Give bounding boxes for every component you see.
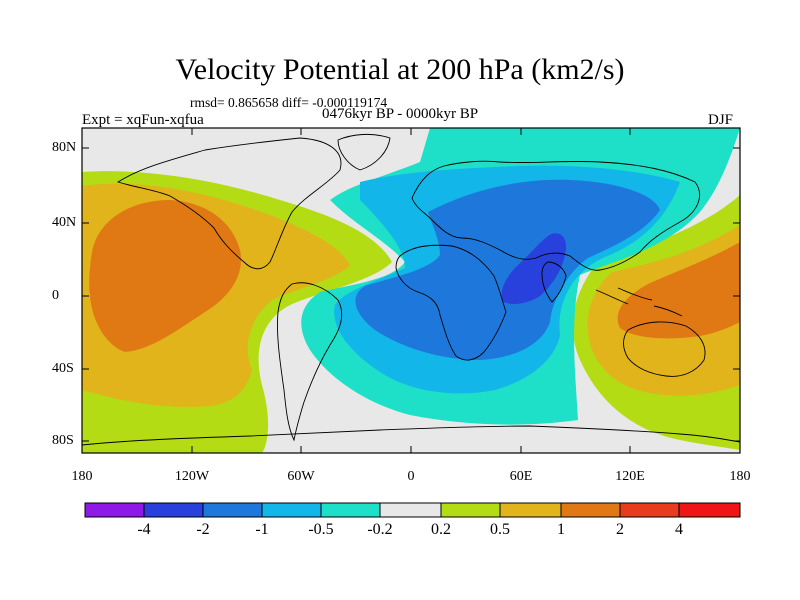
lon-label-0: 0 (407, 469, 415, 484)
stats-text: rmsd= 0.865658 diff= -0.000119174 (190, 95, 388, 110)
coast-europe-asia (411, 160, 700, 271)
colorbar-box-9 (619, 502, 680, 518)
field-negative-2 (501, 233, 566, 304)
map-field (82, 128, 740, 453)
lon-label-60e: 60E (509, 469, 533, 484)
colorbar-label-2: -1 (255, 521, 269, 538)
colorbar-label-7: 1 (557, 521, 565, 538)
map-title: Velocity Potential at 200 hPa (km2/s) (175, 53, 625, 86)
colorbar-label-1: -2 (196, 521, 210, 538)
colorbar-box-10 (678, 502, 741, 518)
colorbar-box-3 (261, 502, 322, 518)
colorbar-box-2 (202, 502, 263, 518)
colorbar-label-8: 2 (616, 521, 624, 538)
lat-label-0: 0 (52, 288, 59, 303)
colorbar-label-3: -0.5 (308, 521, 334, 538)
lat-label-80n: 80N (52, 140, 77, 155)
coast-australia (623, 321, 706, 377)
lon-label-180w: 180 (71, 469, 93, 484)
season-label: DJF (708, 112, 734, 128)
colorbar-box-7 (499, 502, 562, 518)
colorbar-label-4: -0.2 (367, 521, 393, 538)
field-positive-1-east (617, 242, 740, 339)
colorbar-box-8 (560, 502, 621, 518)
lon-ticks (81, 128, 741, 453)
colorbar-label-5: 0.2 (431, 521, 451, 538)
coast-north-america (116, 137, 342, 270)
lon-label-120e: 120E (615, 469, 645, 484)
coast-greenland (337, 133, 391, 171)
colorbar-box-0 (84, 502, 145, 518)
colorbar-box-6 (440, 502, 501, 518)
lon-label-180e: 180 (729, 469, 751, 484)
field-negative-1 (355, 179, 660, 360)
colorbar-label-0: -4 (137, 521, 151, 538)
lat-label-80s: 80S (52, 433, 74, 448)
coastlines (82, 133, 740, 446)
colorbar-box-5 (379, 502, 442, 518)
lat-ticks (82, 147, 740, 442)
coast-indonesia (595, 287, 683, 317)
colorbar-box-4 (320, 502, 381, 518)
field-positive-1 (89, 200, 242, 352)
colorbar-label-9: 4 (675, 521, 683, 538)
colorbar-box-1 (143, 502, 204, 518)
period-label: 0476kyr BP - 0000kyr BP (322, 106, 479, 122)
coast-africa (395, 244, 507, 361)
lat-label-40n: 40N (52, 215, 77, 230)
coast-india (541, 261, 567, 303)
coast-south-america (277, 282, 343, 442)
coast-antarctica (82, 425, 740, 446)
lon-label-60w: 60W (287, 469, 315, 484)
colorbar (84, 502, 741, 518)
lon-label-120w: 120W (174, 469, 210, 484)
experiment-label: Expt = xqFun-xqfua (82, 112, 204, 128)
colorbar-label-6: 0.5 (490, 521, 510, 538)
lat-label-40s: 40S (52, 361, 74, 376)
